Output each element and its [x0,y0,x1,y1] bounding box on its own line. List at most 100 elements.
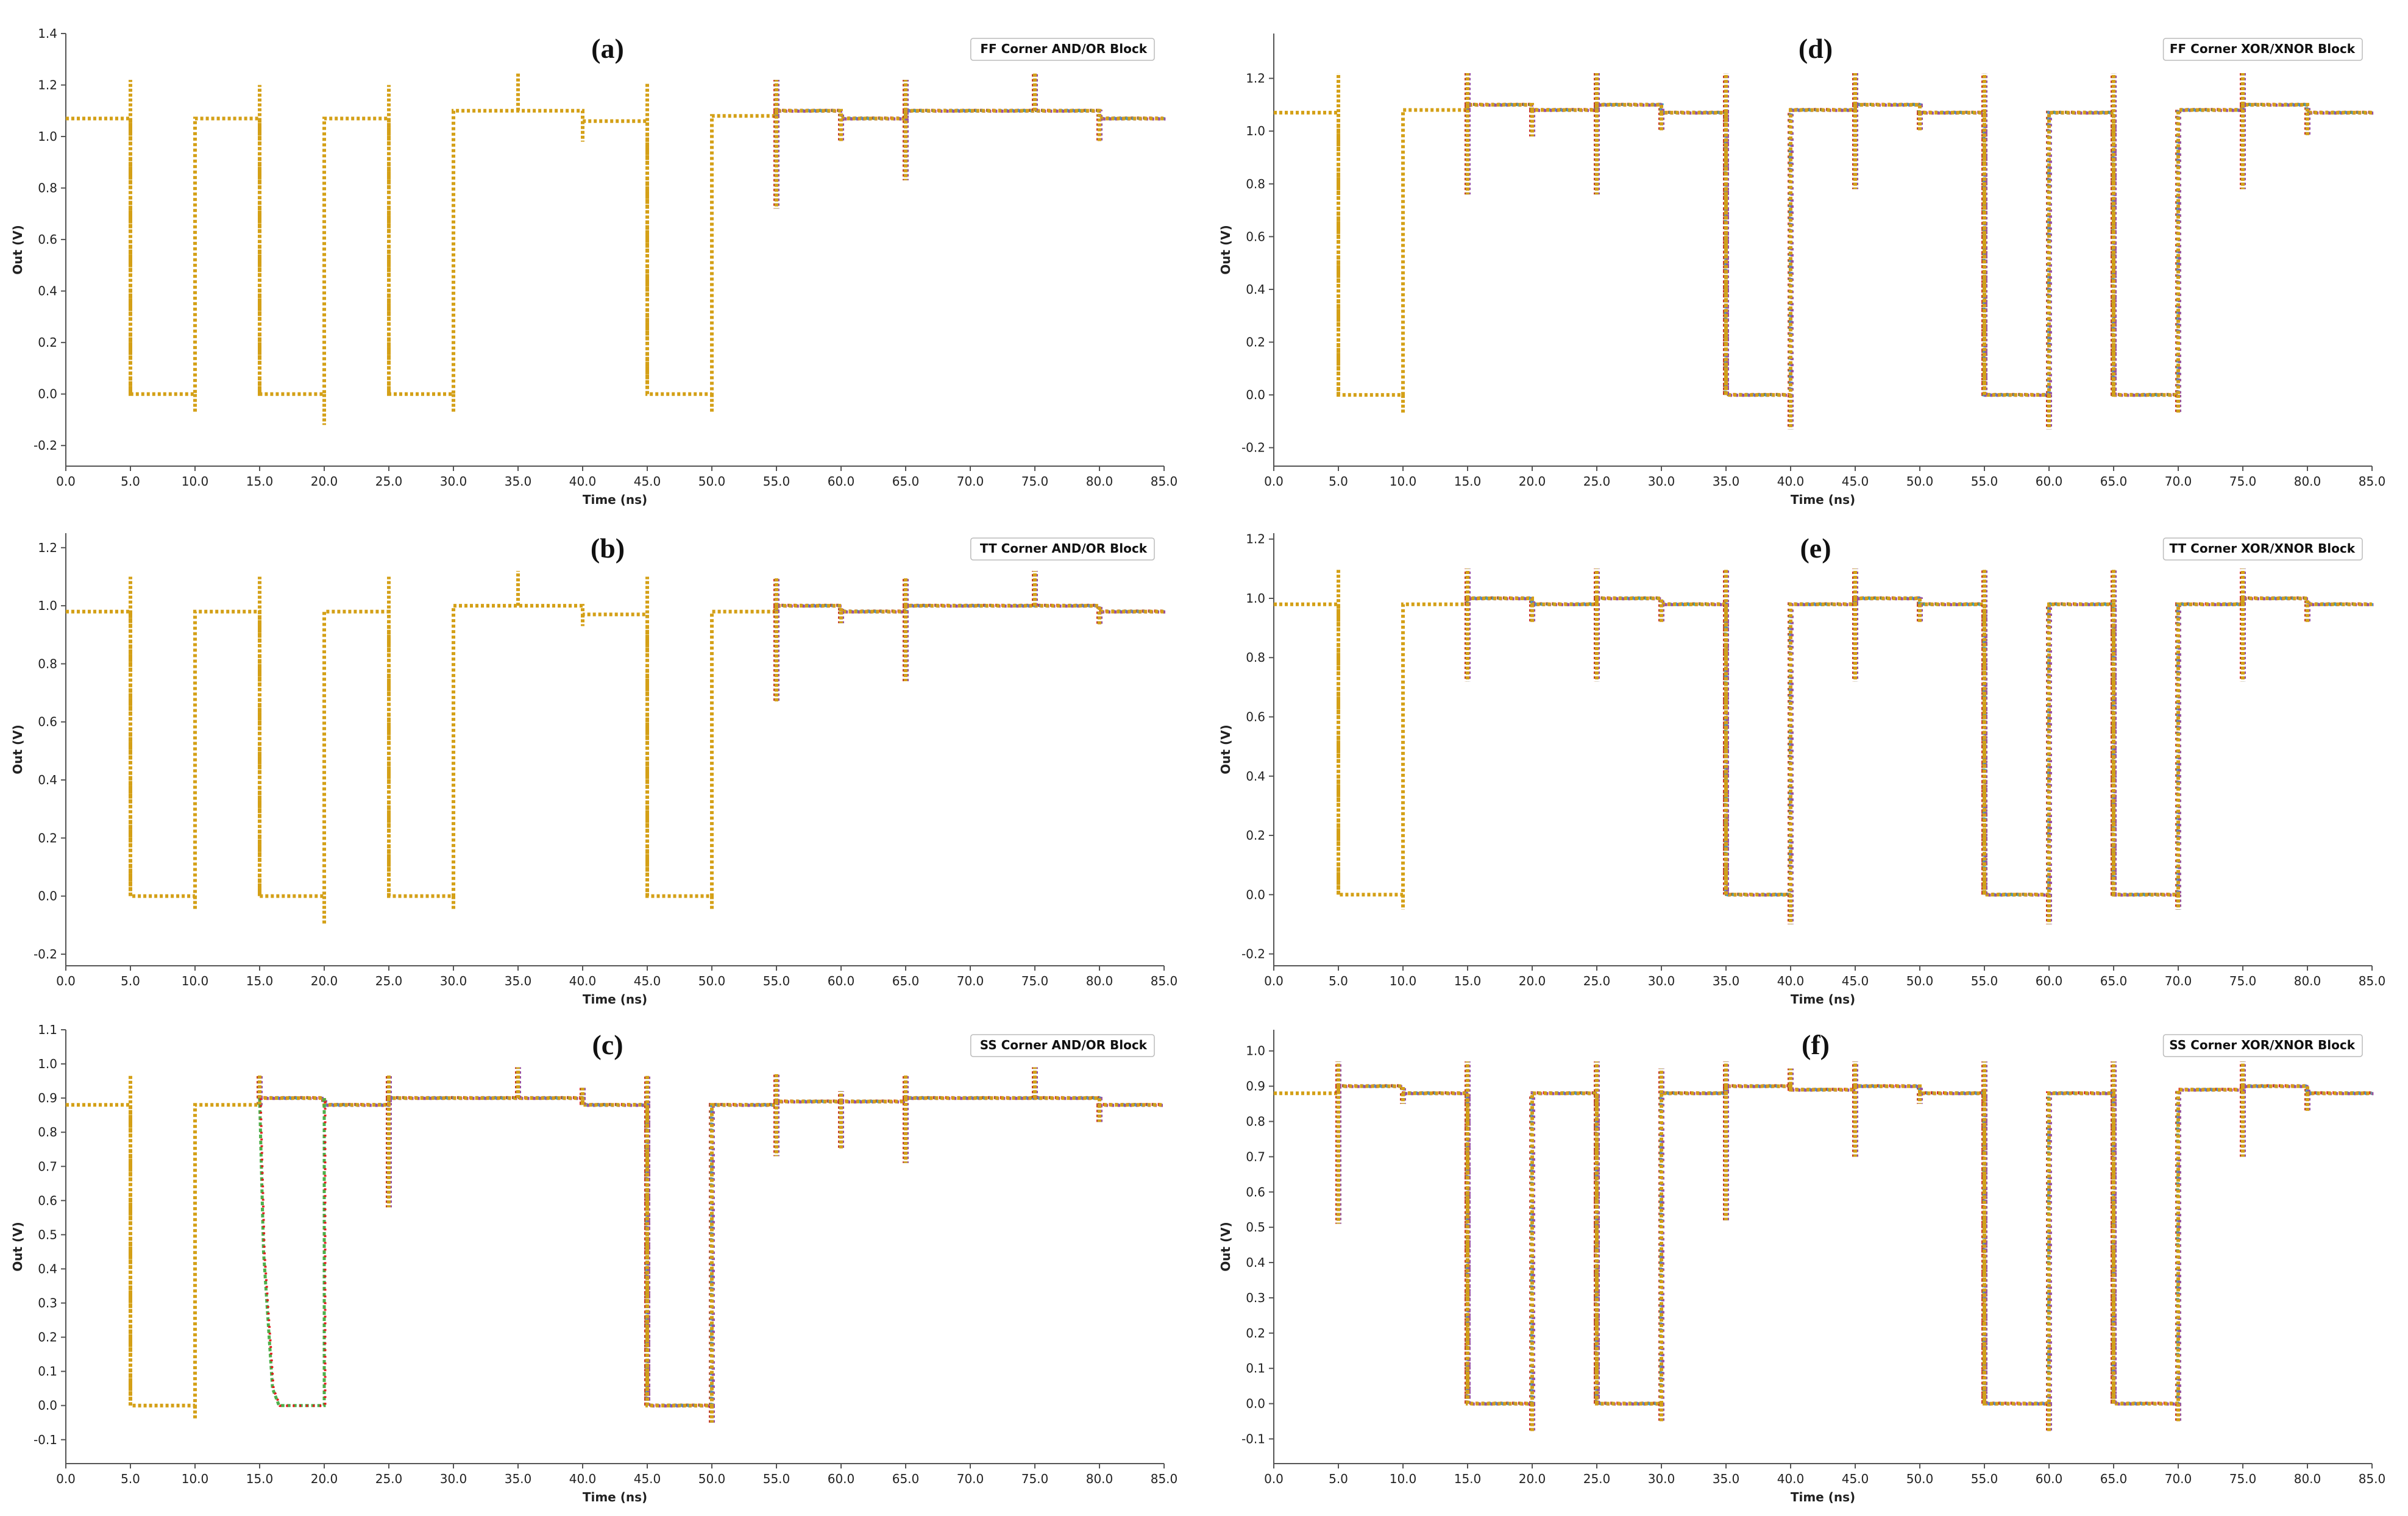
series-line-primary [1274,597,2372,897]
x-tick-label: 45.0 [634,974,661,988]
x-tick-label: 65.0 [892,1472,920,1486]
x-tick-label: 70.0 [2165,474,2192,489]
x-tick-label: 25.0 [1583,974,1611,988]
x-tick-label: 25.0 [1583,1472,1611,1486]
series-line-primary [66,1096,1164,1408]
y-tick-label: 0.4 [1246,1255,1265,1270]
transient-spikes [129,570,1103,926]
x-tick-label: 0.0 [1264,474,1284,489]
y-axis-label: Out (V) [1218,225,1233,275]
y-tick-label: 0.5 [1246,1220,1265,1234]
chart-panel-f: 0.0 5.0 10.0 15.0 20.0 25.0 30.0 35.0 40.0 45.0 50… [1218,1029,2385,1504]
x-tick-label: 20.0 [1519,974,1546,988]
y-tick-label: -0.1 [34,1433,57,1447]
x-tick-label: 25.0 [375,1472,403,1486]
series-line-accent-5 [1467,104,2374,397]
x-tick-label: 20.0 [311,474,338,489]
y-axis-label: Out (V) [10,225,25,275]
x-tick-label: 50.0 [698,1472,726,1486]
x-tick-label: 85.0 [1151,974,1178,988]
x-tick-label: 40.0 [1777,474,1805,489]
x-tick-label: 40.0 [569,1472,597,1486]
y-tick-label: 0.8 [1246,650,1265,665]
transient-spikes [1337,73,2310,430]
y-tick-label: 0.6 [1246,1185,1265,1199]
legend-entry: SS Corner AND/OR Block [980,1038,1148,1052]
x-tick-label: 35.0 [505,1472,532,1486]
y-tick-label: 0.8 [38,1125,57,1139]
y-tick-label: 1.0 [1246,1044,1265,1058]
x-axis-label: Time (ns) [583,992,647,1007]
x-tick-label: 80.0 [1086,474,1113,489]
x-tick-label: 5.0 [1329,1472,1348,1486]
x-tick-label: 60.0 [828,1472,855,1486]
x-tick-label: 15.0 [246,974,274,988]
series-line-accent-4 [1337,1085,2373,1406]
y-tick-label: 0.6 [38,232,57,247]
series-line-accent-1 [1335,1084,2371,1405]
x-tick-label: 0.0 [1264,1472,1284,1486]
x-tick-label: 80.0 [1086,974,1113,988]
y-tick-label: 0.8 [1246,1114,1265,1129]
x-tick-label: 10.0 [182,1472,209,1486]
x-tick-label: 40.0 [1777,974,1805,988]
x-tick-label: 85.0 [2359,974,2386,988]
x-tick-label: 75.0 [1021,474,1049,489]
transient-spikes [129,72,1103,425]
y-tick-label: 0.7 [38,1159,57,1174]
y-axis-label: Out (V) [10,1222,25,1272]
y-tick-label: -0.1 [1241,1431,1265,1446]
y-tick-label: 0.4 [1246,282,1265,297]
x-tick-label: 40.0 [569,974,597,988]
y-tick-label: 0.0 [1246,1397,1265,1411]
legend-entry: TT Corner AND/OR Block [980,541,1148,556]
x-tick-label: 5.0 [1329,974,1348,988]
series-traces [1274,102,2374,397]
x-tick-label: 55.0 [763,474,790,489]
x-tick-label: 70.0 [2165,1472,2192,1486]
series-line-primary [66,604,1164,898]
x-axis-label: Time (ns) [1791,1490,1855,1504]
x-tick-label: 75.0 [2229,1472,2257,1486]
series-line-accent-1 [1465,102,2371,396]
legend: FF Corner AND/OR Block [970,38,1155,61]
y-tick-label: 0.1 [1246,1361,1265,1376]
y-tick-label: -0.2 [34,947,57,962]
y-tick-label: 1.2 [38,540,57,555]
x-tick-label: 50.0 [698,974,726,988]
panel-label: (d) [1799,33,1833,64]
y-tick-label: 1.4 [38,26,57,41]
x-tick-label: 50.0 [698,474,726,489]
chart-panel-b: 0.0 5.0 10.0 15.0 20.0 25.0 30.0 35.0 40.0 45.0 50… [10,533,1177,1007]
x-tick-label: 35.0 [505,974,532,988]
x-tick-label: 20.0 [1519,474,1546,489]
legend-box [970,537,1155,561]
y-tick-label: 0.0 [1246,388,1265,402]
series-traces [66,108,1166,396]
x-tick-label: 60.0 [2036,974,2063,988]
y-tick-label: 0.3 [1246,1291,1265,1305]
x-tick-label: 15.0 [1454,974,1482,988]
panel-label: (f) [1802,1029,1830,1060]
series-line-fall-red [259,1098,327,1408]
y-tick-label: 0.4 [38,773,57,787]
y-tick-label: -0.2 [1241,947,1265,962]
x-tick-label: 80.0 [2294,1472,2321,1486]
series-line-primary [1274,1084,2372,1406]
legend: SS Corner AND/OR Block [970,1034,1155,1057]
x-axis-label: Time (ns) [1791,492,1855,507]
x-axis-label: Time (ns) [1791,992,1855,1007]
legend: SS Corner XOR/XNOR Block [2162,1034,2363,1057]
legend-box [970,38,1155,61]
y-tick-label: 0.6 [38,715,57,729]
series-line-accent-2 [1465,103,2371,397]
x-tick-label: 85.0 [1151,474,1178,489]
x-tick-label: 50.0 [1906,1472,1934,1486]
y-tick-label: 0.8 [38,656,57,671]
x-tick-label: 10.0 [1390,474,1417,489]
x-tick-label: 5.0 [121,1472,140,1486]
series-traces [1274,596,2374,897]
x-tick-label: 60.0 [828,974,855,988]
legend-box [2162,537,2363,561]
x-tick-label: 25.0 [375,474,403,489]
